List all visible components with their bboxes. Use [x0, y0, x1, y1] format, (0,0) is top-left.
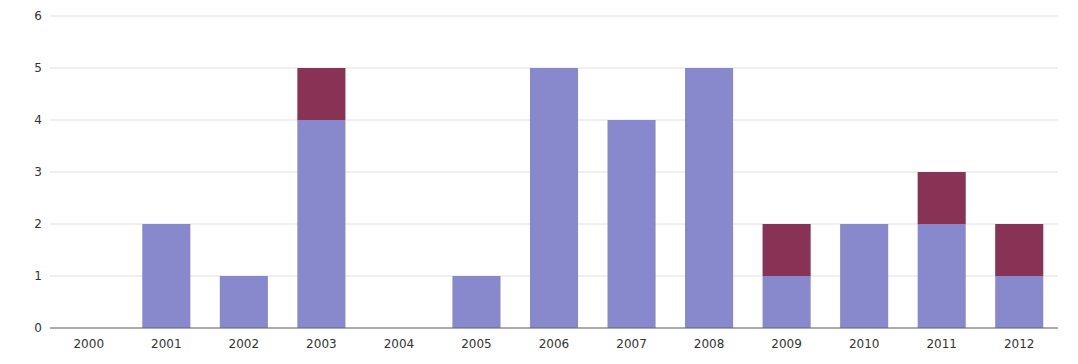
bar-segment [685, 68, 733, 328]
bar-segment [142, 224, 190, 328]
bar-segment [995, 224, 1043, 276]
bar-segment [840, 224, 888, 225]
y-tick-label: 6 [34, 9, 42, 23]
bar-segment [995, 276, 1043, 328]
x-tick-label: 2002 [229, 337, 260, 351]
x-tick-label: 2003 [306, 337, 337, 351]
y-tick-label: 3 [34, 165, 42, 179]
x-tick-label: 2006 [539, 337, 570, 351]
grid-line [50, 328, 1058, 329]
bar-segment [297, 68, 345, 120]
bar-segment [918, 224, 966, 328]
x-tick-label: 2004 [384, 337, 415, 351]
x-tick-label: 2001 [151, 337, 182, 351]
x-tick-label: 2012 [1004, 337, 1035, 351]
chart-container: 0123456200020012002200320042005200620072… [0, 0, 1078, 364]
y-tick-label: 1 [34, 269, 42, 283]
y-axis: 0 1 2 3 4 5 6 [34, 9, 42, 335]
bar-segment [608, 120, 656, 328]
bar-segment [220, 276, 268, 328]
x-tick-label: 2007 [616, 337, 647, 351]
bar-segment [840, 224, 888, 328]
bar-segment [452, 276, 500, 328]
bar-segment [142, 224, 190, 225]
bar-segment [297, 120, 345, 328]
bar-segment [763, 224, 811, 276]
bar-segment [918, 172, 966, 224]
bar-segment [530, 68, 578, 69]
x-tick-label: 2009 [771, 337, 802, 351]
x-tick-label: 2011 [926, 337, 957, 351]
x-tick-label: 2008 [694, 337, 725, 351]
x-tick-label: 2005 [461, 337, 492, 351]
y-tick-label: 5 [34, 61, 42, 75]
bar-segment [220, 276, 268, 277]
bar-segment [608, 120, 656, 121]
x-tick-label: 2010 [849, 337, 880, 351]
bar-segment [530, 68, 578, 328]
bars [142, 68, 1043, 328]
grid [50, 16, 1058, 328]
bar-segment [763, 276, 811, 328]
y-tick-label: 2 [34, 217, 42, 231]
y-tick-label: 0 [34, 321, 42, 335]
bar-segment [685, 68, 733, 69]
grid-line [50, 16, 1058, 17]
chart-svg: 0123456200020012002200320042005200620072… [0, 0, 1078, 364]
x-tick-label: 2000 [73, 337, 104, 351]
x-axis-line [50, 328, 1058, 329]
bar-segment [452, 276, 500, 277]
x-axis: 2000 2001 2002 2003 2004 2005 2006 2007 2008 2009… [50, 328, 1058, 351]
y-tick-label: 4 [34, 113, 42, 127]
